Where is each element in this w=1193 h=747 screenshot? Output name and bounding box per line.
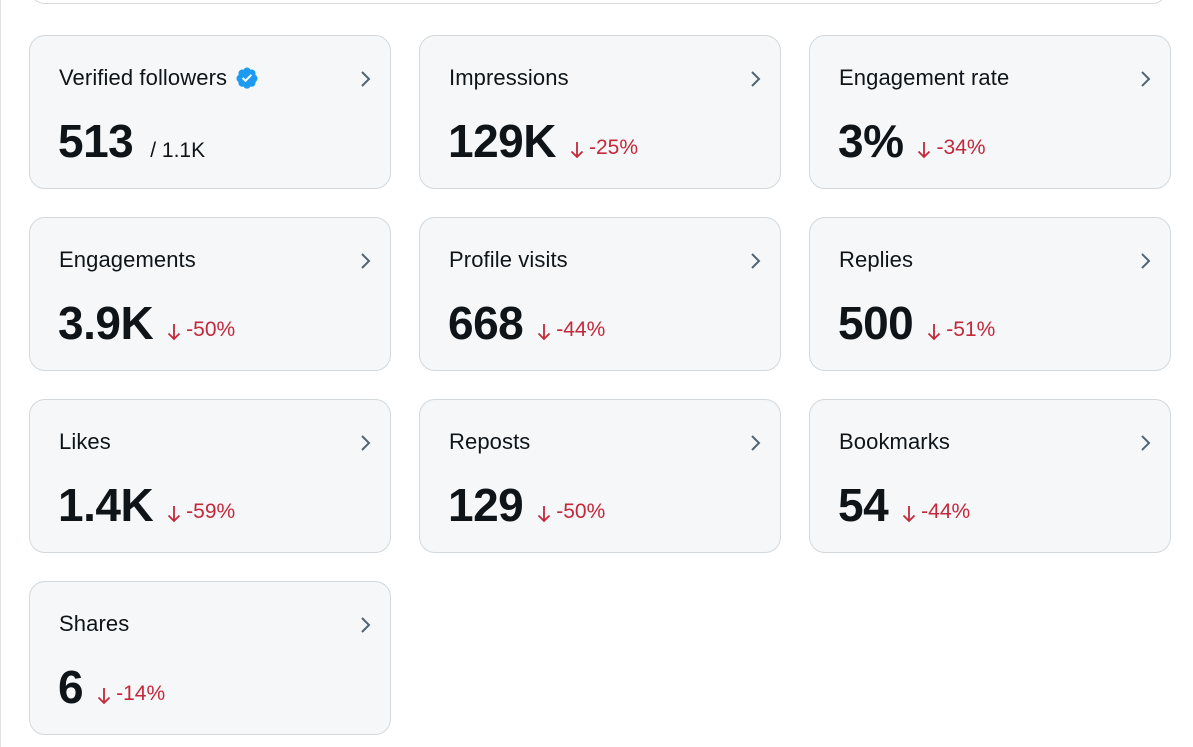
metric-card-replies[interactable]: Replies 500 -51% <box>809 217 1171 371</box>
metric-card-engagements[interactable]: Engagements 3.9K -50% <box>29 217 391 371</box>
metric-card-profile-visits[interactable]: Profile visits 668 -44% <box>419 217 781 371</box>
card-title-row: Reposts <box>449 429 530 455</box>
metric-change: -34% <box>917 136 986 160</box>
metric-change-value: -44% <box>556 318 606 341</box>
card-title: Impressions <box>449 65 569 90</box>
value-row: 6 -14% <box>58 660 165 714</box>
metric-change-value: -14% <box>116 682 166 705</box>
chevron-right-icon <box>751 71 761 87</box>
metric-change: -51% <box>927 318 995 342</box>
metric-change-value: -44% <box>921 500 971 523</box>
arrow-down-icon <box>570 142 584 159</box>
metric-change-value: -51% <box>946 318 996 341</box>
card-title: Reposts <box>449 429 531 454</box>
chevron-right-icon <box>361 71 371 87</box>
metric-value: 6 <box>58 661 84 713</box>
card-title: Engagement rate <box>839 65 1010 90</box>
metric-value: 513 <box>58 115 134 167</box>
metric-change-value: -25% <box>588 136 638 159</box>
card-title: Verified followers <box>59 65 228 90</box>
arrow-down-icon <box>168 506 181 523</box>
chevron-right-icon <box>751 253 761 269</box>
card-title-row: Verified followers <box>59 65 259 91</box>
left-divider <box>0 0 1 747</box>
metrics-grid: Verified followers 513 / 1.1K Impression… <box>29 35 1171 735</box>
metric-card-shares[interactable]: Shares 6 -14% <box>29 581 391 735</box>
metric-card-likes[interactable]: Likes 1.4K -59% <box>29 399 391 553</box>
card-title: Shares <box>59 611 130 636</box>
chevron-right-icon <box>1141 71 1151 87</box>
arrow-down-icon <box>903 506 916 523</box>
metric-change-value: -34% <box>936 136 986 159</box>
card-title: Replies <box>839 247 914 272</box>
metric-change: -59% <box>167 500 235 524</box>
metric-change: -25% <box>570 136 638 160</box>
arrow-down-icon <box>918 142 931 159</box>
metric-total: / 1.1K <box>150 139 206 162</box>
metric-change-value: -50% <box>556 500 606 523</box>
metric-change: -14% <box>97 682 165 706</box>
metric-card-verified-followers[interactable]: Verified followers 513 / 1.1K <box>29 35 391 189</box>
arrow-down-icon <box>97 688 111 705</box>
chevron-right-icon <box>1141 253 1151 269</box>
metric-change: -50% <box>537 500 605 524</box>
metric-value: 3% <box>838 115 904 167</box>
card-title-row: Engagement rate <box>839 65 1009 91</box>
metric-value: 668 <box>448 297 524 349</box>
metric-card-bookmarks[interactable]: Bookmarks 54 -44% <box>809 399 1171 553</box>
metric-value: 3.9K <box>58 297 154 349</box>
card-title: Profile visits <box>449 247 568 272</box>
metric-change: -50% <box>167 318 235 342</box>
metric-change-value: -59% <box>186 500 236 523</box>
card-title: Likes <box>59 429 111 454</box>
verified-badge-icon <box>236 67 258 89</box>
metric-change: -44% <box>902 500 970 524</box>
chevron-right-icon <box>1141 435 1151 451</box>
card-title-row: Shares <box>59 611 129 637</box>
metric-value: 129K <box>448 115 556 167</box>
card-title: Bookmarks <box>839 429 950 454</box>
metric-change: -44% <box>537 318 605 342</box>
value-row: 3% -34% <box>838 114 986 168</box>
card-title-row: Likes <box>59 429 111 455</box>
metric-card-engagement-rate[interactable]: Engagement rate 3% -34% <box>809 35 1171 189</box>
value-row: 54 -44% <box>838 478 970 532</box>
metric-value: 500 <box>838 297 914 349</box>
chevron-right-icon <box>361 253 371 269</box>
value-row: 129K -25% <box>448 114 638 168</box>
value-row: 129 -50% <box>448 478 605 532</box>
metric-value: 129 <box>448 479 524 531</box>
card-title: Engagements <box>59 247 196 272</box>
metric-card-reposts[interactable]: Reposts 129 -50% <box>419 399 781 553</box>
top-card-partial <box>29 0 1168 4</box>
card-title-row: Impressions <box>449 65 569 91</box>
metric-value: 1.4K <box>58 479 154 531</box>
value-row: 668 -44% <box>448 296 605 350</box>
value-row: 500 -51% <box>838 296 995 350</box>
arrow-down-icon <box>538 324 551 341</box>
arrow-down-icon <box>538 506 551 523</box>
arrow-down-icon <box>928 324 941 341</box>
metric-value: 54 <box>838 479 889 531</box>
card-title-row: Replies <box>839 247 913 273</box>
card-title-row: Engagements <box>59 247 196 273</box>
card-title-row: Profile visits <box>449 247 568 273</box>
arrow-down-icon <box>168 324 181 341</box>
value-row: 1.4K -59% <box>58 478 235 532</box>
card-title-row: Bookmarks <box>839 429 950 455</box>
metric-card-impressions[interactable]: Impressions 129K -25% <box>419 35 781 189</box>
chevron-right-icon <box>361 435 371 451</box>
chevron-right-icon <box>361 617 371 633</box>
value-row: 513 / 1.1K <box>58 114 205 168</box>
metric-change-value: -50% <box>186 318 236 341</box>
value-row: 3.9K -50% <box>58 296 235 350</box>
chevron-right-icon <box>751 435 761 451</box>
